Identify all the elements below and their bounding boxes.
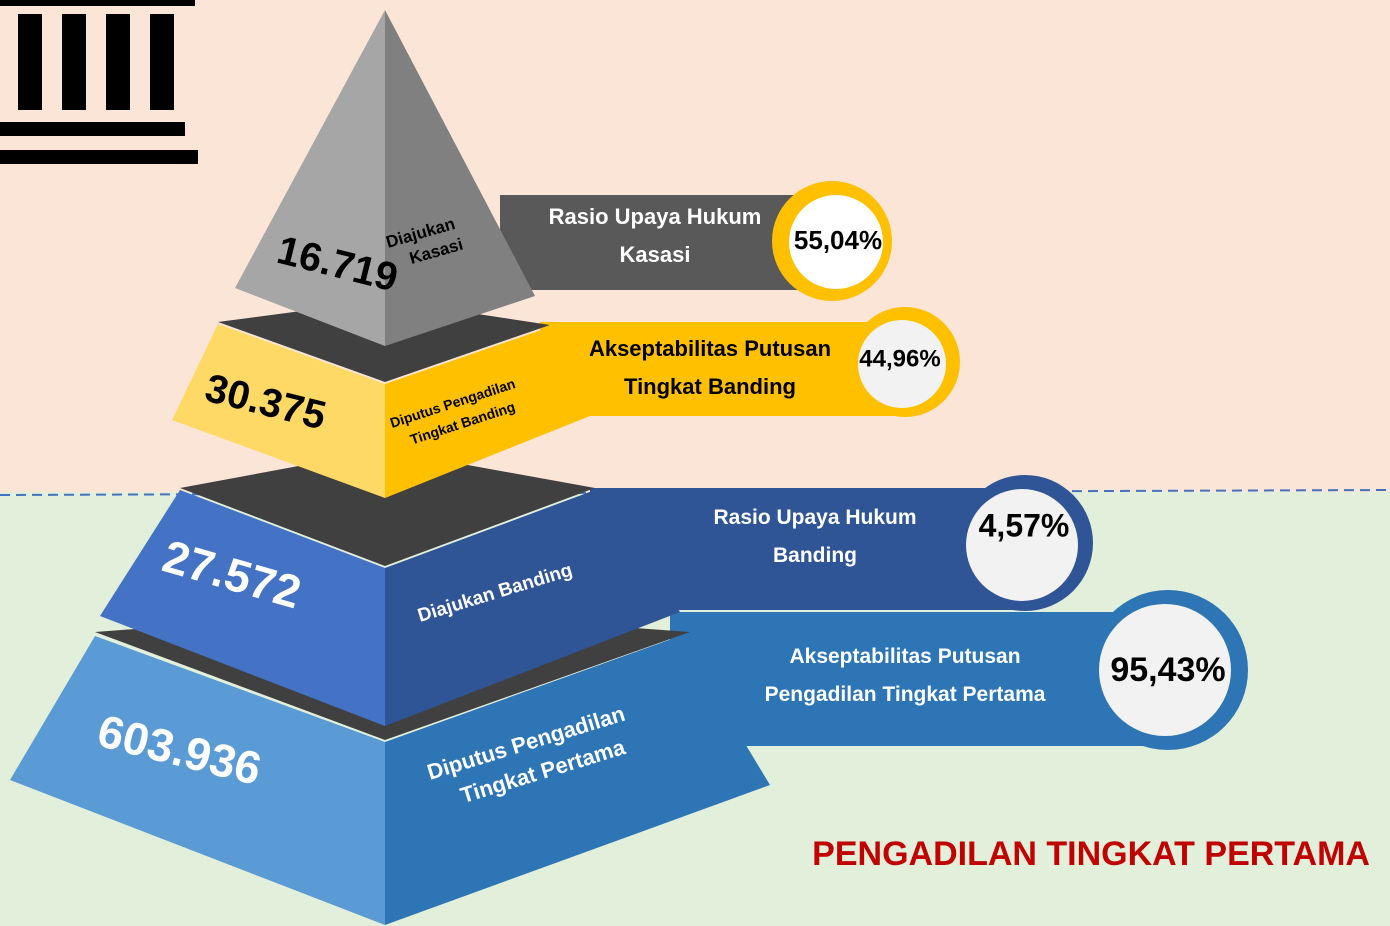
tier-right (385, 327, 590, 498)
tier-left (10, 636, 385, 925)
ratio-bar (500, 195, 800, 290)
tier-right (385, 490, 680, 726)
label-line: Akseptabilitas Putusan (589, 336, 831, 361)
label-line: Kasasi (620, 242, 691, 267)
tier-right (385, 636, 770, 925)
ratio-label: Rasio Upaya Hukum Banding (713, 506, 916, 567)
ratio-label: Rasio Upaya Hukum Kasasi (549, 204, 762, 267)
court-icon (0, 0, 198, 164)
tier-top (180, 450, 595, 566)
label-line: Rasio Upaya Hukum (713, 506, 916, 529)
tier-right (385, 10, 535, 346)
tier-left (235, 10, 385, 346)
ratio-circle (1099, 604, 1231, 736)
label-line: Rasio Upaya Hukum (549, 204, 762, 229)
ratio-label: Akseptabilitas Putusan Tingkat Banding (589, 336, 831, 399)
ratio-circle (966, 489, 1078, 601)
ratio-value: 4,57% (979, 507, 1070, 543)
ratio-bar (540, 322, 900, 416)
ratio-value: 95,43% (1110, 651, 1225, 689)
tier-left (172, 324, 385, 498)
ratio-value: 55,04% (794, 225, 882, 255)
ratio-circle (789, 195, 883, 289)
label-line: Banding (773, 544, 857, 567)
ratio-circle (858, 320, 946, 408)
ratio-label: Akseptabilitas Putusan Pengadilan Tingkat… (765, 645, 1046, 706)
label-line: Tingkat Banding (624, 374, 796, 399)
label-line: Pengadilan Tingkat Pertama (765, 683, 1046, 706)
ratio-value: 44,96% (859, 345, 940, 372)
section-label: PENGADILAN TINGKAT PERTAMA (812, 835, 1370, 873)
label-line: Akseptabilitas Putusan (789, 645, 1020, 668)
tier-left (100, 490, 385, 726)
